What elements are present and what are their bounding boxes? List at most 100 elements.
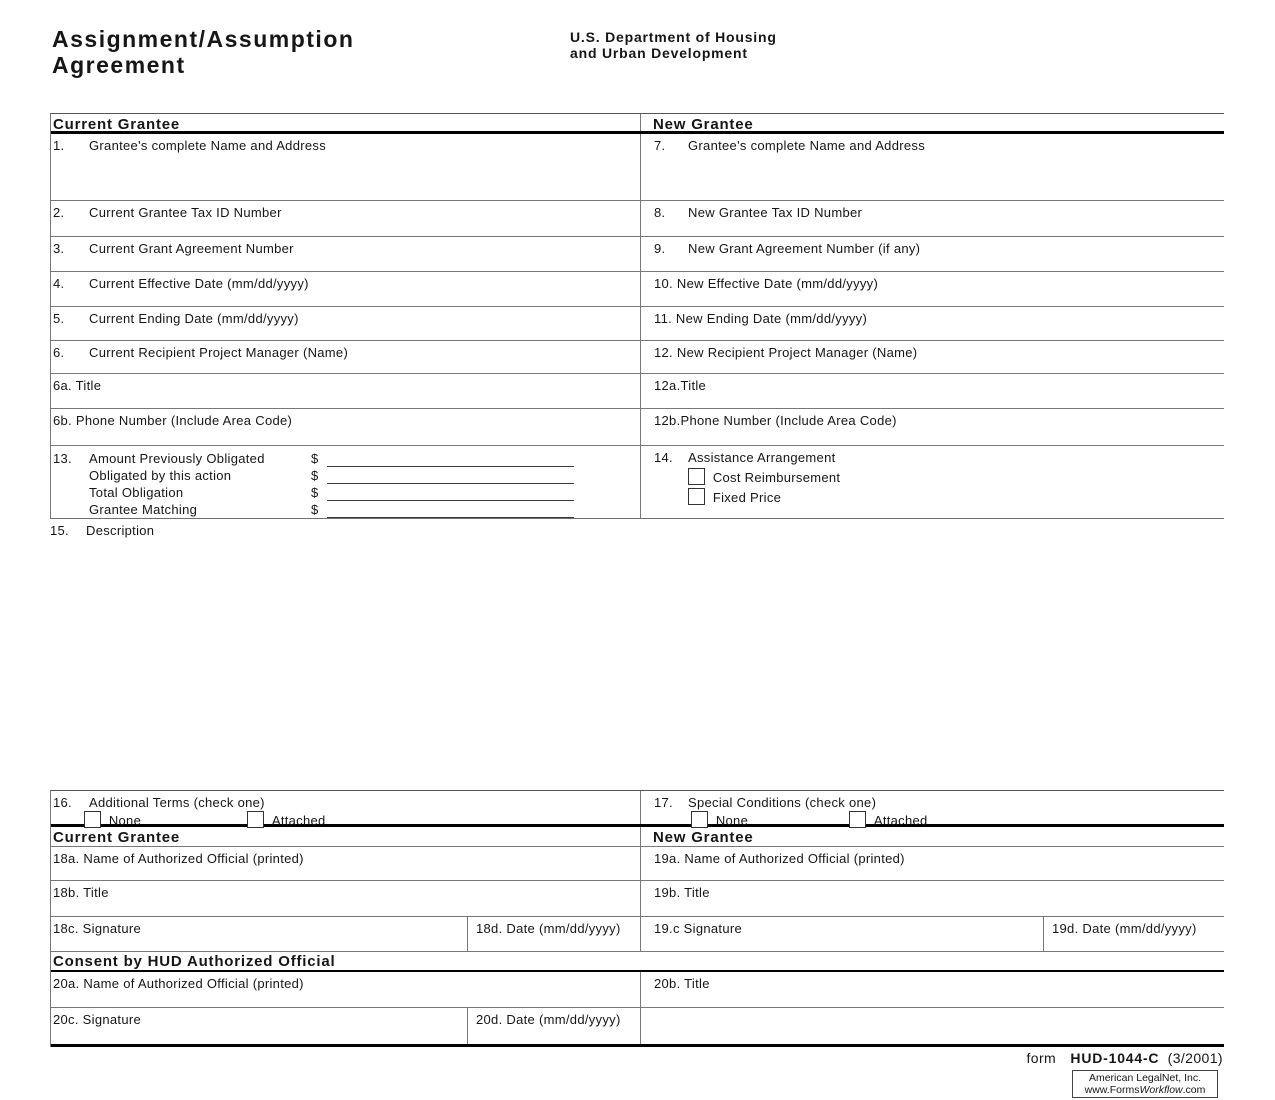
field-number: 13. [53, 451, 72, 466]
field-18d-current-date[interactable]: 18d. Date (mm/dd/yyyy) [468, 917, 640, 951]
field-label: 6b. Phone Number (Include Area Code) [53, 413, 293, 428]
special-conditions-none-checkbox[interactable] [691, 811, 708, 828]
fixed-price-checkbox[interactable] [688, 488, 705, 505]
field-label: 18b. Title [53, 885, 109, 900]
field-18c-current-signature[interactable]: 18c. Signature [51, 917, 468, 951]
field-20c-hud-signature[interactable]: 20c. Signature [51, 1008, 468, 1044]
field-5-current-ending-date[interactable]: 5. Current Ending Date (mm/dd/yyyy) [51, 307, 641, 340]
consent-header: Consent by HUD Authorized Official [51, 952, 1224, 972]
additional-terms-none-checkbox[interactable] [84, 811, 101, 828]
field-20b-hud-official-title[interactable]: 20b. Title [641, 972, 1223, 1007]
field-label: Grantee's complete Name and Address [688, 138, 925, 153]
field-12a-new-title[interactable]: 12a.Title [641, 374, 1223, 408]
dollar-sign: $ [311, 502, 319, 517]
new-grantee-header: New Grantee [653, 116, 754, 133]
field-label: Current Effective Date (mm/dd/yyyy) [89, 276, 309, 291]
field-number: 7. [654, 138, 666, 153]
form-date: (3/2001) [1167, 1050, 1223, 1066]
field-label: 12a.Title [654, 378, 707, 393]
form-footer: form HUD-1044-C (3/2001) [1027, 1050, 1223, 1066]
amount-previously-obligated-line[interactable] [327, 453, 574, 467]
field-6a-current-title[interactable]: 6a. Title [51, 374, 641, 408]
field-20d-hud-date[interactable]: 20d. Date (mm/dd/yyyy) [468, 1008, 640, 1044]
grantee-matching-label: Grantee Matching [89, 502, 198, 517]
field-6b-current-phone[interactable]: 6b. Phone Number (Include Area Code) [51, 409, 641, 445]
field-number: 9. [654, 241, 666, 256]
dollar-sign: $ [311, 451, 319, 466]
field-3-current-grant-number[interactable]: 3. Current Grant Agreement Number [51, 237, 641, 271]
field-label: 12b.Phone Number (Include Area Code) [654, 413, 897, 428]
field-label: 19d. Date (mm/dd/yyyy) [1052, 921, 1197, 936]
field-19b-new-official-title[interactable]: 19b. Title [641, 881, 1223, 916]
legalnet-line2: www.FormsWorkflow.com [1084, 1084, 1206, 1096]
field-label: 19b. Title [654, 885, 710, 900]
field-15-description[interactable]: 15. Description [50, 518, 1223, 790]
additional-terms-attached-checkbox[interactable] [247, 811, 265, 828]
field-12-new-project-manager[interactable]: 12. New Recipient Project Manager (Name) [641, 341, 1223, 373]
field-label: Description [86, 523, 155, 538]
field-4-current-effective-date[interactable]: 4. Current Effective Date (mm/dd/yyyy) [51, 272, 641, 306]
field-label: 18a. Name of Authorized Official (printe… [53, 851, 304, 866]
field-1-current-name-address[interactable]: 1. Grantee's complete Name and Address [51, 134, 641, 200]
total-obligation-line[interactable] [327, 487, 574, 501]
fixed-price-label: Fixed Price [712, 490, 782, 505]
field-label: 6a. Title [53, 378, 102, 393]
field-label: 11. New Ending Date (mm/dd/yyyy) [654, 311, 868, 326]
field-label: 18d. Date (mm/dd/yyyy) [476, 921, 621, 936]
grantee-matching-line[interactable] [327, 504, 574, 518]
form-word: form [1026, 1050, 1057, 1066]
field-label: 20b. Title [654, 976, 710, 991]
legalnet-box: American LegalNet, Inc. www.FormsWorkflo… [1072, 1070, 1218, 1098]
field-label: 18c. Signature [53, 921, 142, 936]
special-conditions-attached-checkbox[interactable] [849, 811, 867, 828]
amount-previously-obligated-label: Amount Previously Obligated [89, 451, 265, 466]
field-12b-new-phone[interactable]: 12b.Phone Number (Include Area Code) [641, 409, 1223, 445]
field-18b-current-official-title[interactable]: 18b. Title [51, 881, 641, 916]
field-label: Total Obligation [53, 485, 311, 501]
field-20a-hud-official-name[interactable]: 20a. Name of Authorized Official (printe… [51, 972, 641, 1007]
field-14-assistance-arrangement: 14. Assistance Arrangement Cost Reimburse… [641, 446, 1223, 518]
field-label: 13. Amount Previously Obligated [53, 451, 311, 467]
field-number: 15. [50, 523, 69, 538]
field-label: New Grant Agreement Number (if any) [688, 241, 921, 256]
field-6-current-project-manager[interactable]: 6. Current Recipient Project Manager (Nam… [51, 341, 641, 373]
cost-reimbursement-checkbox[interactable] [688, 468, 705, 485]
agency-line2: and Urban Development [570, 45, 748, 61]
field-label: Current Grant Agreement Number [89, 241, 294, 256]
field-number: 5. [53, 311, 65, 326]
field-10-new-effective-date[interactable]: 10. New Effective Date (mm/dd/yyyy) [641, 272, 1223, 306]
field-16-additional-terms: 16. Additional Terms (check one) None Att… [51, 791, 641, 828]
form-title-line1: Assignment/Assumption [52, 26, 355, 52]
total-obligation-label: Total Obligation [89, 485, 184, 500]
field-18a-current-official-name[interactable]: 18a. Name of Authorized Official (printe… [51, 847, 641, 880]
field-label: Current Recipient Project Manager (Name) [89, 345, 349, 360]
additional-terms-attached-label: Attached [271, 813, 326, 828]
field-11-new-ending-date[interactable]: 11. New Ending Date (mm/dd/yyyy) [641, 307, 1223, 340]
signature-table: 16. Additional Terms (check one) None Att… [50, 790, 1224, 1047]
field-19d-new-date[interactable]: 19d. Date (mm/dd/yyyy) [1044, 917, 1223, 951]
field-label: 19a. Name of Authorized Official (printe… [654, 851, 905, 866]
field-7-new-name-address[interactable]: 7. Grantee's complete Name and Address [641, 134, 1223, 200]
field-label: Current Ending Date (mm/dd/yyyy) [89, 311, 299, 326]
field-number: 1. [53, 138, 65, 153]
field-8-new-tax-id[interactable]: 8. New Grantee Tax ID Number [641, 201, 1223, 236]
form-number: HUD-1044-C [1070, 1050, 1160, 1066]
field-label: Assistance Arrangement [688, 450, 836, 465]
field-number: 16. [53, 795, 72, 810]
field-2-current-tax-id[interactable]: 2. Current Grantee Tax ID Number [51, 201, 641, 236]
field-13-amounts[interactable]: 13. Amount Previously Obligated $ Obligat… [51, 446, 641, 518]
signature-new-grantee-header: New Grantee [653, 829, 754, 846]
field-label: 20a. Name of Authorized Official (printe… [53, 976, 304, 991]
special-conditions-none-label: None [715, 813, 749, 828]
signature-current-grantee-header: Current Grantee [51, 827, 641, 846]
field-19a-new-official-name[interactable]: 19a. Name of Authorized Official (printe… [641, 847, 1223, 880]
field-label: New Grantee Tax ID Number [688, 205, 863, 220]
field-19c-new-signature[interactable]: 19.c Signature [641, 917, 1044, 951]
field-9-new-grant-number[interactable]: 9. New Grant Agreement Number (if any) [641, 237, 1223, 271]
grantee-table: Current Grantee New Grantee 1. Grantee's … [50, 113, 1224, 519]
obligated-by-action-line[interactable] [327, 470, 574, 484]
field-label: Obligated by this action [53, 468, 311, 484]
field-label: Grantee's complete Name and Address [89, 138, 326, 153]
field-number: 2. [53, 205, 65, 220]
current-grantee-header: Current Grantee [51, 114, 641, 133]
